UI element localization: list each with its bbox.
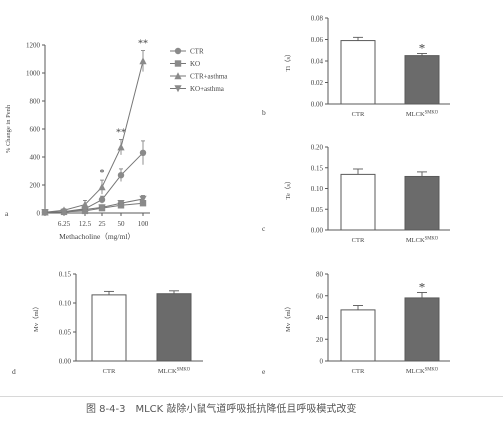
panel-a-x-axis-title: Methacholine（mg/ml）	[59, 232, 135, 241]
panel-a-data-point	[139, 149, 147, 156]
panel-a-x-tick-label: 50	[118, 220, 126, 228]
panel-e-bar-ctr	[340, 309, 376, 362]
panel-b-bar-ko	[404, 55, 440, 105]
panel-c-x-tick-label: MLCKSMKO	[406, 237, 439, 244]
panel-d-y-axis-title: Mv（ml）	[32, 303, 40, 332]
panel-a-series-line	[44, 152, 144, 213]
panel-e-letter: e	[262, 367, 266, 376]
caption-divider	[0, 396, 503, 424]
panel-d-y-tick-label: 0.10	[59, 300, 72, 308]
panel-c-x-tick-label: CTR	[352, 237, 365, 244]
panel-a-legend-label: CTR+asthma	[190, 73, 228, 81]
panel-e-y-tick-label: 20	[316, 336, 324, 344]
panel-e-y-tick-label: 0	[320, 358, 324, 366]
panel-a-legend-marker	[174, 47, 182, 55]
panel-a-data-point	[81, 200, 89, 208]
panel-a-legend-marker	[174, 85, 182, 93]
panel-e-y-tick-label: 40	[316, 314, 324, 322]
panel-a-y-tick-label: 0	[37, 210, 41, 218]
panel-e-x-tick-label: MLCKSMKO	[406, 368, 439, 375]
panel-c-y-tick-label: 0.20	[311, 144, 324, 152]
panel-d-x-tick-label: CTR	[103, 368, 116, 375]
panel-e-y-tick-label: 60	[316, 292, 324, 300]
panel-a-data-point	[139, 195, 147, 203]
panel-a-significance-mark: *	[100, 168, 105, 179]
panel-a-data-point	[117, 200, 125, 207]
panel-a-legend-label: KO	[190, 60, 200, 68]
panel-c-y-axis-title: Te（s）	[284, 178, 292, 200]
panel-a-legend-marker	[174, 60, 182, 67]
panel-c-bar-ko	[404, 175, 440, 231]
panel-b-y-tick-label: 0.08	[311, 15, 324, 23]
panel-e-bar-ko	[404, 297, 440, 362]
panel-b-y-axis-title: Ti（s）	[284, 50, 292, 71]
panel-a-significance-mark: **	[138, 39, 148, 50]
panel-b-y-tick-label: 0.00	[311, 101, 324, 109]
panel-c-y-tick-label: 0.05	[311, 206, 324, 214]
panel-b-significance-mark: *	[419, 40, 426, 55]
panel-a-y-tick-label: 1000	[26, 70, 41, 78]
panel-d-letter: d	[12, 367, 16, 376]
panel-d-bar-ko	[156, 293, 192, 362]
panel-d-y-tick-label: 0.15	[59, 271, 72, 279]
panel-d-bar-ctr	[91, 294, 127, 362]
panel-a-x-tick-label: 6.25	[58, 220, 71, 228]
panel-e-significance-mark: *	[419, 279, 426, 294]
panel-e-y-tick-label: 80	[316, 271, 324, 279]
panel-b-x-tick-label: MLCKSMKO	[406, 111, 439, 118]
panel-c-y-tick-label: 0.00	[311, 227, 324, 235]
panel-a-data-point	[98, 204, 106, 212]
panel-d-y-tick-label: 0.05	[59, 329, 72, 337]
panel-c-y-tick-label: 0.15	[311, 164, 324, 172]
panel-a-data-point	[60, 209, 68, 217]
panel-a-y-tick-label: 1200	[26, 42, 41, 50]
panel-a-data-point	[139, 200, 147, 207]
panel-c-letter: c	[262, 224, 266, 233]
panel-a-x-tick-label: 12.5	[79, 220, 92, 228]
panel-a-data-point	[98, 183, 106, 191]
panel-a-significance-mark: **	[116, 128, 126, 139]
panel-d-x-tick-label: MLCKSMKO	[158, 368, 191, 375]
panel-a-y-tick-label: 600	[30, 126, 41, 134]
panel-a-y-axis-title: % Change in Penh	[5, 104, 12, 153]
panel-a-y-tick-label: 800	[30, 98, 41, 106]
panel-c-bar-ctr	[340, 173, 376, 231]
panel-a-x-tick-label: 100	[138, 220, 149, 228]
panel-a-y-tick-label: 200	[30, 182, 41, 190]
panel-a-letter: a	[5, 209, 9, 218]
panel-e-y-axis-title: Mv（ml）	[284, 303, 292, 332]
panel-d-y-tick-label: 0.00	[59, 358, 72, 366]
panel-a-data-point	[98, 196, 106, 203]
panel-b-y-tick-label: 0.06	[311, 36, 324, 44]
panel-b-letter: b	[262, 108, 266, 117]
panel-a-y-tick-label: 400	[30, 154, 41, 162]
panel-b-x-tick-label: CTR	[352, 111, 365, 118]
panel-b-y-tick-label: 0.04	[311, 58, 324, 66]
panel-a-legend-label: KO+asthma	[190, 85, 225, 93]
panel-c-y-tick-label: 0.10	[311, 185, 324, 193]
panel-a-data-point	[139, 57, 147, 65]
panel-b-bar-ctr	[340, 40, 376, 105]
panel-a-series-line	[45, 198, 144, 213]
panel-a-legend-label: CTR	[190, 48, 204, 56]
panel-a-x-tick-label: 25	[99, 220, 107, 228]
panel-a-legend-marker	[174, 72, 182, 80]
panel-a-series-line	[44, 60, 144, 213]
panel-a-data-point	[117, 143, 125, 151]
figure-caption: 图 8-4-3 MLCK 敲除小鼠气道呼吸抵抗降低且呼吸模式改变	[86, 404, 357, 415]
panel-b-y-tick-label: 0.02	[311, 79, 324, 87]
panel-a-data-point	[81, 206, 89, 214]
panel-a-data-point	[41, 209, 49, 217]
panel-a-data-point	[117, 172, 125, 179]
panel-e-x-tick-label: CTR	[352, 368, 365, 375]
